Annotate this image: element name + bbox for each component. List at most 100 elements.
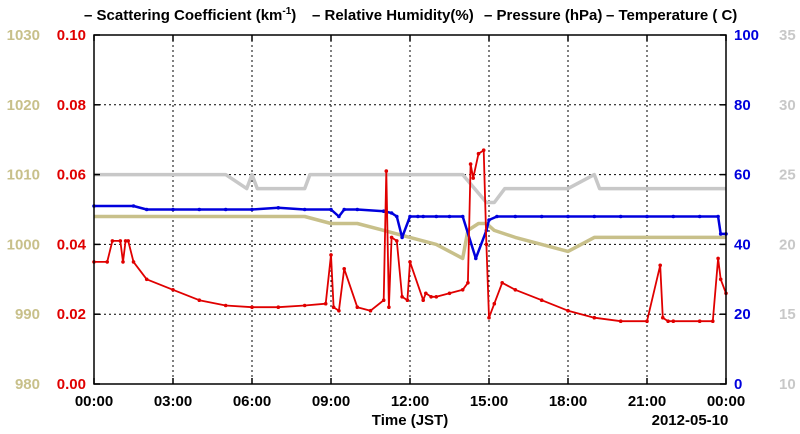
x-tick-label: 03:00 (154, 393, 192, 410)
data-point (513, 214, 518, 219)
data-point (661, 315, 665, 320)
temperature-tick-label: 30 (779, 97, 796, 114)
series-relative-humidity (92, 204, 728, 261)
data-point (302, 207, 307, 212)
humidity-tick-label: 20 (734, 306, 751, 323)
data-point (118, 239, 123, 243)
data-point (716, 214, 720, 219)
temperature-tick-label: 20 (779, 236, 796, 253)
data-point (302, 303, 307, 308)
series-line (94, 214, 726, 261)
data-point (697, 319, 702, 324)
pressure-tick-label: 1010 (7, 167, 40, 184)
data-point (658, 263, 662, 268)
data-point (105, 260, 109, 264)
data-point (110, 239, 115, 243)
temperature-tick-label: 10 (779, 376, 796, 393)
data-point (718, 277, 723, 282)
humidity-tick-label: 100 (734, 27, 759, 44)
pressure-tick-label: 1020 (7, 97, 40, 114)
data-point (171, 207, 175, 212)
data-point (337, 308, 341, 313)
data-point (250, 207, 254, 212)
data-point (566, 308, 570, 313)
series-line (94, 149, 727, 323)
data-point (387, 305, 391, 310)
data-point (131, 204, 136, 208)
data-point (592, 214, 597, 219)
data-point (223, 303, 228, 308)
series-scattering-coefficient (92, 148, 728, 324)
legend: – Scattering Coefficient (km-1) – Relati… (84, 6, 737, 24)
data-point (395, 239, 399, 243)
data-point (460, 288, 465, 292)
x-tick-label: 00:00 (75, 393, 113, 410)
data-point (331, 305, 336, 310)
data-point (424, 291, 428, 296)
legend-relative-humidity: – Relative Humidity(%) (312, 7, 474, 24)
data-point (645, 319, 649, 324)
data-point (355, 305, 360, 310)
data-point (389, 235, 394, 240)
scattering-tick-label: 0.04 (57, 236, 87, 253)
data-point (197, 298, 202, 303)
data-point (481, 148, 486, 152)
data-point (342, 207, 347, 212)
data-point (476, 151, 481, 156)
data-point (666, 319, 670, 324)
data-point (716, 256, 720, 261)
data-point (395, 214, 399, 219)
humidity-tick-label: 0 (734, 376, 742, 393)
series-temperature (94, 172, 726, 205)
data-point (421, 298, 426, 303)
data-point (718, 232, 723, 236)
pressure-tick-label: 1000 (7, 236, 40, 253)
data-point (121, 260, 125, 264)
scattering-tick-label: 0.00 (57, 376, 86, 393)
temperature-tick-label: 25 (779, 167, 796, 184)
series-line (94, 204, 726, 260)
data-point (416, 214, 420, 219)
pressure-tick-label: 990 (15, 306, 40, 323)
data-point (487, 218, 491, 222)
data-point (355, 207, 360, 212)
scattering-tick-label: 0.10 (57, 27, 86, 44)
data-point (468, 162, 473, 166)
humidity-tick-label: 60 (734, 167, 751, 184)
temperature-tick-label: 15 (779, 306, 796, 323)
data-point (513, 288, 518, 292)
data-point (711, 319, 715, 324)
scattering-tick-label: 0.06 (57, 167, 86, 184)
data-point (495, 214, 499, 219)
x-tick-label: 09:00 (312, 393, 350, 410)
data-point (671, 214, 676, 219)
data-point (400, 295, 404, 299)
data-point (447, 291, 452, 296)
data-point (400, 235, 404, 240)
data-point (618, 319, 623, 324)
data-point (487, 315, 491, 320)
data-point (697, 214, 702, 219)
series-layer (92, 148, 728, 324)
data-point (389, 211, 394, 215)
x-tick-label: 18:00 (549, 393, 587, 410)
scattering-tick-label: 0.08 (57, 97, 86, 114)
axes-layer: 00:00 03:00 06:00 09:00 12:00 15:00 18:00 21:00… (7, 27, 796, 410)
data-point (144, 277, 149, 282)
data-point (500, 281, 505, 285)
pressure-tick-label: 980 (15, 376, 40, 393)
date-label: 2012-05-10 (652, 412, 729, 429)
data-point (466, 281, 470, 285)
humidity-tick-label: 80 (734, 97, 751, 114)
x-tick-label: 06:00 (233, 393, 271, 410)
data-point (421, 214, 426, 219)
temperature-tick-label: 35 (779, 27, 796, 44)
x-tick-label: 00:00 (707, 393, 745, 410)
x-axis-label: Time (JST) (372, 412, 448, 429)
data-point (471, 176, 476, 180)
data-point (447, 214, 452, 219)
humidity-tick-label: 40 (734, 236, 751, 253)
data-point (337, 214, 341, 219)
data-point (171, 288, 175, 292)
data-point (618, 214, 623, 219)
